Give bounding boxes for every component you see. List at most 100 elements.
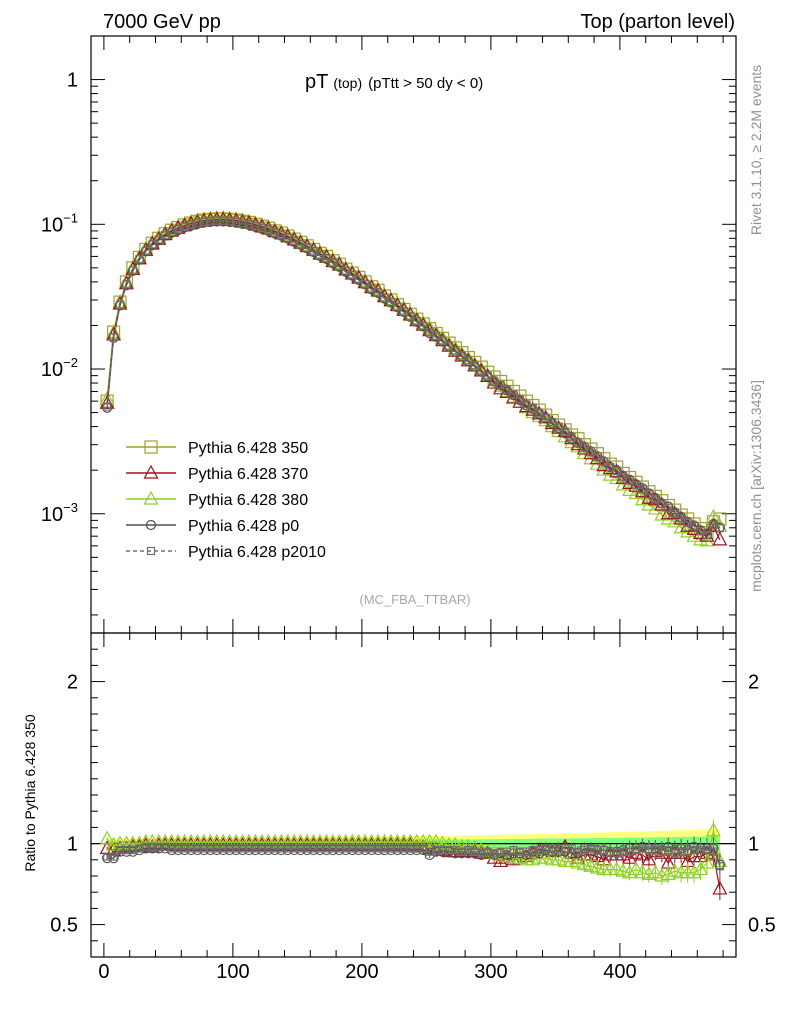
data-point [477, 366, 486, 376]
x-tick-label: 300 [474, 961, 507, 983]
data-point [598, 456, 609, 467]
data-point [99, 395, 115, 409]
data-point [457, 351, 466, 360]
ratio-point [712, 880, 728, 895]
ratio-y-tick-label: 2 [67, 672, 78, 694]
ratio-point [641, 851, 657, 866]
legend-entry-s370: Pythia 6.428 370 [188, 466, 308, 483]
legend-entry-s350: Pythia 6.428 350 [188, 440, 308, 457]
ratio-point [237, 844, 248, 856]
ratio-point [321, 844, 332, 856]
main-y-tick-label-base: 10 [41, 214, 63, 236]
data-point [664, 503, 673, 512]
main-y-tick-label-base: 10 [41, 359, 63, 381]
ratio-point [276, 844, 287, 856]
ratio-point [282, 844, 293, 856]
data-point [509, 390, 518, 399]
x-tick-label: 400 [603, 961, 636, 983]
mcplots-side-label: mcplots.cern.ch [arXiv:1306.3436] [748, 380, 764, 592]
legend-marker-s380 [143, 490, 159, 505]
main-series-s350 [100, 212, 727, 540]
analysis-watermark: (MC_FBA_TTBAR) [359, 592, 470, 607]
ratio-point [102, 853, 113, 864]
data-point [654, 506, 670, 521]
data-point [438, 336, 447, 345]
legend-entry-p2010: Pythia 6.428 p2010 [188, 544, 326, 561]
ratio-point [570, 854, 586, 869]
ratio-point [109, 852, 118, 861]
ratio-point [411, 844, 422, 856]
ratio-point [660, 866, 676, 880]
data-point [580, 442, 589, 451]
data-point [528, 403, 537, 412]
data-point [109, 333, 118, 342]
data-point [406, 312, 415, 321]
plot-title-sub1: (top) [333, 75, 362, 91]
data-point [593, 452, 602, 461]
data-point [634, 491, 650, 506]
data-point [335, 262, 344, 271]
ratio-y-axis-label: Ratio to Pythia 6.428 350 [22, 714, 38, 871]
ratio-y-tick-label-right: 1 [748, 834, 759, 856]
ratio-point [269, 844, 280, 856]
data-point [451, 346, 460, 355]
data-point [496, 380, 505, 389]
main-y-tick-label-exponent: −3 [63, 500, 78, 515]
data-point [412, 317, 421, 326]
ratio-point [392, 844, 403, 856]
ratio-point [576, 856, 592, 871]
legend-entry-p0: Pythia 6.428 p0 [188, 518, 299, 535]
ratio-y-tick-label: 1 [67, 834, 78, 856]
data-point [515, 394, 525, 404]
data-point [373, 288, 383, 297]
ratio-point [583, 858, 599, 872]
main-y-tick-label: 1 [67, 70, 78, 92]
ratio-y-tick-label: 0.5 [50, 915, 78, 937]
data-point [567, 432, 576, 441]
ratio-point [327, 844, 338, 856]
data-point [705, 508, 721, 523]
ratio-point [398, 844, 409, 856]
data-point [612, 466, 621, 475]
data-point [699, 532, 715, 547]
main-y-tick-label-base: 1 [67, 70, 78, 92]
header-right-label: Top (parton level) [580, 11, 735, 33]
plot-title-sub2: (pTtt > 50 dy < 0) [368, 75, 483, 92]
ratio-point [231, 844, 242, 856]
ratio-y-ticks: 2 2 1 1 0.5 0.5 [50, 648, 776, 942]
x-axis-ticks: 0 100 200 300 400 [98, 633, 724, 983]
data-point [631, 480, 641, 490]
data-point [660, 510, 676, 525]
ratio-point [250, 844, 261, 856]
data-point [135, 255, 144, 264]
ratio-series-p2010 [103, 839, 724, 878]
data-point [651, 495, 660, 504]
data-point [393, 302, 402, 311]
ratio-point [589, 859, 605, 874]
ratio-point [106, 836, 122, 851]
x-tick-label: 200 [345, 961, 378, 983]
ratio-point [609, 861, 625, 876]
x-tick-label: 100 [216, 961, 249, 983]
data-point [128, 266, 138, 275]
ratio-point [360, 844, 371, 856]
data-point [483, 371, 492, 380]
ratio-point [709, 847, 718, 856]
data-point [641, 496, 657, 511]
data-point [399, 307, 408, 316]
data-point [573, 438, 583, 447]
ratio-point [211, 844, 222, 856]
ratio-point [699, 854, 715, 869]
ratio-panel: 2 2 1 1 0.5 0.5 0 100 200 300 400 [50, 632, 776, 983]
data-point [638, 485, 647, 494]
ratio-point [99, 830, 115, 845]
main-series-group [99, 209, 728, 547]
x-tick-label: 0 [98, 961, 109, 983]
data-point [586, 447, 595, 456]
data-point [419, 321, 428, 330]
data-point [431, 331, 441, 341]
main-y-tick-label-exponent: −1 [63, 210, 78, 225]
ratio-point [372, 844, 384, 856]
